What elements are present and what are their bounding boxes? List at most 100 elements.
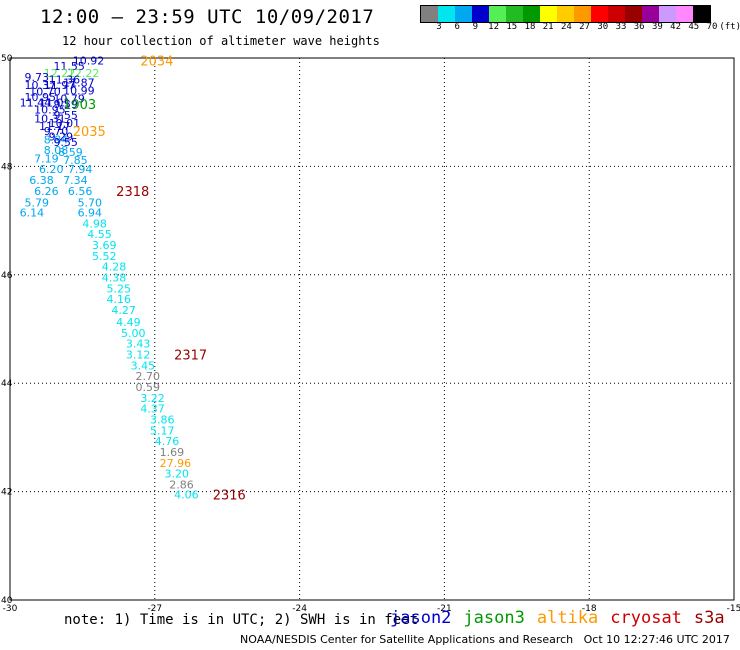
pass-time-label: 2035 [73,125,106,140]
x-tick-label: -30 [3,604,18,614]
color-swatch [438,6,455,22]
color-scale-label: 12 [488,22,500,32]
wave-height-point: 10.95 [24,91,56,104]
wave-height-point: 3.69 [92,239,117,252]
wave-height-point: 10.37 [24,79,56,92]
color-scale-label: 70 [706,22,718,32]
color-swatch [523,6,540,22]
color-scale-label: 21 [542,22,554,32]
legend-item-cryosat: cryosat [610,608,682,628]
color-scale-label: 36 [633,22,645,32]
color-scale-label: 24 [560,22,572,32]
y-tick-label: 42 [1,488,12,498]
color-swatch [693,6,710,22]
x-tick-label: -24 [292,604,307,614]
wave-height-point: 6.94 [78,206,103,219]
color-swatch [591,6,608,22]
wave-height-point: 9.55 [53,109,78,122]
wave-height-point: 4.38 [102,272,127,285]
wave-height-point: 10.95 [34,103,65,116]
wave-height-point: 10.99 [63,85,95,98]
wave-height-point: 6.56 [68,185,93,198]
color-scale-label: 45 [688,22,700,32]
wave-height-point: 11.17 [39,120,71,133]
chart-subtitle: 12 hour collection of altimeter wave hei… [62,34,380,48]
pass-time-label: 2318 [116,185,149,200]
wave-height-point: 6.20 [39,163,64,176]
color-swatch [574,6,591,22]
wave-height-point: 5.00 [121,327,146,340]
wave-height-point: 3.86 [150,414,175,427]
x-tick-label: -18 [582,604,597,614]
page-title: 12:00 – 23:59 UTC 10/09/2017 [40,6,375,28]
wave-height-point: 8.08 [44,144,69,157]
color-scale-label: 3 [436,22,442,32]
pass-time-label: 2317 [174,348,207,363]
color-swatch [455,6,472,22]
wave-height-point: 9.55 [53,136,78,149]
wave-height-point: 8.59 [58,146,82,159]
wave-height-point: 11.97 [44,79,76,92]
wave-height-point: 6.38 [29,174,54,187]
y-tick-label: 46 [1,271,13,281]
wave-height-point: 4.49 [116,316,141,329]
pass-time-label: 2034 [140,55,173,70]
color-scale-label: 30 [597,22,609,32]
wave-height-point: 9.73 [24,71,49,84]
color-scale-label: (ft) [719,22,740,32]
wave-height-point: 1.69 [160,446,185,459]
wave-height-point: 2.70 [135,370,160,383]
x-tick-label: -27 [147,604,162,614]
wave-height-point: 5.79 [24,197,49,210]
y-tick-label: 44 [1,379,13,389]
wave-height-point: 3.12 [126,348,151,361]
wave-height-point: 11.36 [49,74,81,87]
wave-height-point: 5.52 [92,250,117,263]
color-swatch [540,6,557,22]
color-scale-labels: 3 6 9 12 15 18 21 24 27 30 33 36 39 42 45 70 (ft) [420,22,740,36]
color-swatch [489,6,506,22]
wave-height-point: 7.94 [68,163,93,176]
wave-height-point: 11.87 [63,76,95,89]
credit-line: NOAA/NESDIS Center for Satellite Applica… [240,633,730,646]
color-scale-label: 15 [506,22,518,32]
satellite-legend: jason2 jason3 altika cryosat s3a [390,608,737,628]
wave-height-point: 4.28 [102,261,127,274]
wave-height-point: 4.98 [82,217,107,230]
wave-height-point: 4.06 [174,488,199,501]
color-swatch [625,6,642,22]
wave-height-point: 10.31 [34,113,65,126]
color-swatch [506,6,523,22]
legend-item-altika: altika [536,608,599,628]
color-swatch [642,6,659,22]
wave-height-point: 4.27 [111,304,136,317]
wave-height-point: 11.44 [20,96,52,109]
wave-height-point: 12.22 [44,67,76,80]
wave-height-point: 10.70 [29,86,61,99]
wave-height-point: 12.22 [68,67,100,80]
color-swatch [608,6,625,22]
wave-height-point: 27.96 [160,457,192,470]
wave-height-point: 11.55 [53,60,85,73]
x-tick-label: -21 [437,604,452,614]
wave-height-point: 0.59 [135,381,160,394]
wave-height-point: 3.43 [126,338,151,351]
wave-height-point: 3.45 [131,359,156,372]
wave-height-point: 9.70 [44,125,69,138]
wave-height-point: 7.85 [63,154,88,167]
legend-item-jason2: jason2 [390,608,452,628]
wave-height-point: 4.76 [155,435,180,448]
wave-height-point: 5.25 [107,282,131,295]
color-swatch [557,6,574,22]
wave-height-point: 2.86 [169,479,194,492]
wave-height-point: 5.70 [78,197,103,210]
color-scale-label: 18 [524,22,536,32]
wave-height-point: 3.20 [164,468,189,481]
pass-time-label: 1903 [63,98,96,113]
color-scale-bar [420,5,711,23]
wave-height-point: 4.55 [87,228,112,241]
wave-height-point: 5.17 [150,424,175,437]
wave-height-point: 9.29 [49,131,74,144]
wave-height-point: 11.01 [39,96,71,109]
color-swatch [659,6,676,22]
